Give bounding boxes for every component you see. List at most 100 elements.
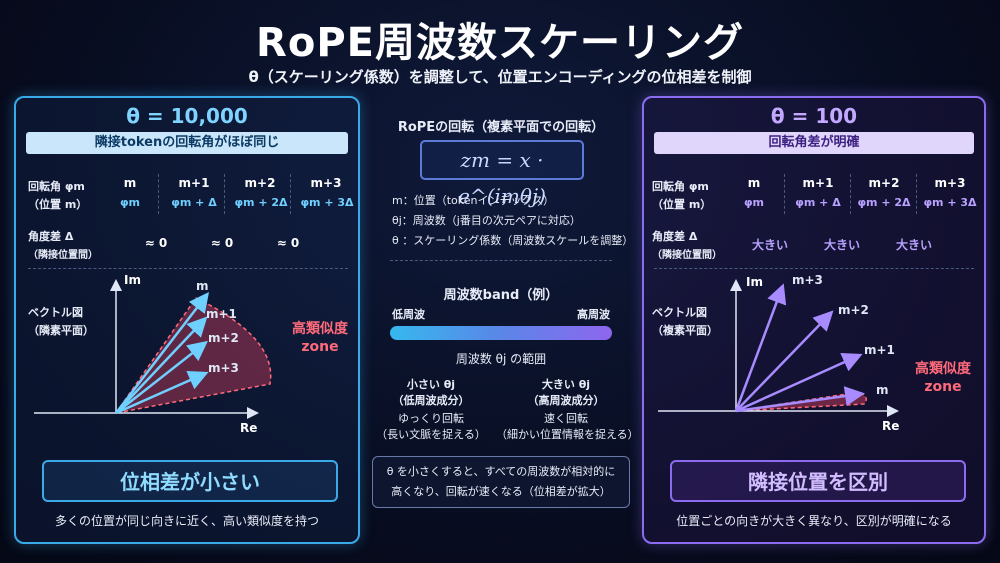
right-pos-label: （位置 m） (652, 198, 712, 211)
right-result-note: 位置ごとの向きが大きく異なり、区別が明確になる (676, 514, 952, 528)
def-theta-j: θj：周波数（j番目の次元ペアに対応） (392, 214, 581, 227)
left-diff-0: ≈ 0 (144, 236, 168, 250)
left-vec-label-m1: m+1 (206, 307, 237, 321)
left-phi-1: φm + Δ (171, 196, 217, 209)
freq-range-label: 周波数 θj の範囲 (455, 352, 547, 366)
left-vec-sub: （隣素平面） (28, 324, 94, 337)
left-pos-label: （位置 m） (28, 198, 88, 211)
right-col-m3: m+3 (934, 176, 966, 190)
large-theta-desc2: （細かい位置情報を捉える） (496, 428, 639, 441)
left-vector-m2 (115, 340, 208, 414)
right-diff-sub: （隣接位置間） (652, 250, 722, 261)
left-panel: θ = 10,000 隣接tokenの回転角がほぼ同じ 回転角 φm （位置 m… (14, 96, 360, 544)
right-im-label: Im (746, 275, 763, 289)
frequency-band-bar (390, 326, 612, 340)
right-diff-0: 大きい (751, 238, 788, 252)
right-col-m: m (747, 176, 761, 190)
page-subtitle: θ（スケーリング係数）を調整して、位置エンコーディングの位相差を制御 (248, 68, 752, 86)
left-diff-2: ≈ 0 (276, 236, 300, 250)
right-vector-m1 (735, 353, 863, 413)
left-zone-line2: zone (301, 339, 339, 355)
large-theta-title: 大きい θj (541, 378, 591, 391)
low-freq-label: 低周波 (392, 308, 425, 321)
left-panel-banner: 隣接tokenの回転角がほぼ同じ (26, 132, 348, 154)
small-theta-sub: （低周波成分） (392, 394, 470, 407)
left-zone-label: 高類似度 zone (280, 320, 360, 356)
right-vec-label-m: m (876, 383, 889, 397)
right-diff-1: 大きい (823, 238, 860, 252)
left-col-m1: m+1 (178, 176, 210, 190)
right-angle-label: 回転角 φm (652, 180, 709, 193)
right-vector-m3 (734, 283, 787, 412)
left-diff-sub: （隣接位置間） (28, 250, 98, 261)
large-theta-sub: （高周波成分） (527, 394, 605, 407)
right-phi-1: φm + Δ (795, 196, 841, 209)
left-vec-label-m: m (196, 279, 209, 293)
left-zone-line1: 高類似度 (292, 321, 348, 337)
left-angle-label: 回転角 φm (28, 180, 85, 193)
right-divider (654, 268, 974, 269)
right-panel: θ = 100 回転角差が明確 回転角 φm （位置 m） m m+1 m+2 … (642, 96, 986, 544)
small-theta-title: 小さい θj (406, 378, 456, 391)
left-vec-label-m2: m+2 (208, 331, 239, 345)
right-vector-m2 (735, 310, 834, 412)
theta-note-line2: 高くなり、回転が速くなる（位相差が拡大） (391, 485, 611, 498)
left-vector-m (115, 292, 210, 414)
left-vector-diagram: Im Re m m+1 m+2 m+3 (34, 273, 272, 435)
rope-formula: zm = x · e^(imθj) (420, 140, 584, 208)
right-zone-label: 高類似度 zone (902, 360, 984, 396)
middle-column: RoPEの回転（複素平面での回転） zm = x · e^(imθj) m：位置… (372, 96, 639, 544)
theta-note-box: θ を小さくすると、すべての周波数が相対的に 高くなり、回転が速くなる（位相差が… (372, 456, 630, 508)
left-panel-title: θ = 10,000 (126, 104, 248, 128)
left-im-label: Im (124, 273, 141, 287)
page-title: RoPE周波数スケーリング (256, 20, 744, 66)
right-vec-label: ベクトル図 (652, 306, 707, 319)
right-re-label: Re (882, 419, 899, 433)
right-vec-sub: （複素平面） (652, 324, 718, 337)
left-phi-0: φm (119, 196, 141, 209)
left-vec-label-m3: m+3 (208, 361, 239, 375)
left-col-divider (158, 174, 159, 214)
right-panel-banner: 回転角差が明確 (654, 132, 974, 154)
right-zone-line2: zone (924, 379, 962, 395)
high-freq-label: 高周波 (577, 308, 610, 321)
left-col-divider (224, 174, 225, 214)
rotation-title: RoPEの回転（複素平面での回転） (397, 120, 605, 135)
left-col-divider (290, 174, 291, 214)
right-panel-title: θ = 100 (770, 104, 858, 128)
right-phi-3: φm + 3Δ (923, 196, 977, 209)
large-theta-desc1: 速く回転 (544, 412, 588, 425)
left-col-m: m (123, 176, 137, 190)
left-vector-m1 (115, 316, 208, 414)
middle-divider (390, 260, 612, 261)
right-col-m2: m+2 (868, 176, 900, 190)
right-vec-label-m1: m+1 (864, 343, 895, 357)
left-diff-label: 角度差 Δ (28, 230, 74, 243)
left-phi-2: φm + 2Δ (234, 196, 288, 209)
left-col-m2: m+2 (244, 176, 276, 190)
left-phi-3: φm + 3Δ (300, 196, 354, 209)
left-diff-1: ≈ 0 (210, 236, 234, 250)
def-theta: θ ：スケーリング係数（周波数スケールを調整） (392, 234, 634, 247)
right-vec-label-m3: m+3 (792, 273, 823, 287)
left-re-label: Re (240, 421, 257, 435)
right-col-m1: m+1 (802, 176, 834, 190)
left-result-box: 位相差が小さい (42, 460, 338, 502)
small-theta-desc2: （長い文脈を捉える） (376, 428, 486, 441)
right-col-divider (850, 174, 851, 214)
right-phi-0: φm (743, 196, 765, 209)
def-m: m：位置（tokenインデックス） (392, 194, 555, 207)
theta-note-line1: θ を小さくすると、すべての周波数が相対的に (386, 465, 616, 478)
right-phi-2: φm + 2Δ (857, 196, 911, 209)
small-theta-desc1: ゆっくり回転 (398, 412, 464, 425)
right-diff-label: 角度差 Δ (652, 230, 698, 243)
left-vector-m3 (115, 370, 209, 415)
right-col-divider (916, 174, 917, 214)
left-result-note: 多くの位置が同じ向きに近く、高い類似度を持つ (54, 514, 319, 528)
right-vec-label-m2: m+2 (838, 303, 869, 317)
right-vector-m (735, 386, 865, 413)
left-vec-label: ベクトル図 (28, 306, 83, 319)
right-diff-2: 大きい (895, 238, 932, 252)
left-divider (28, 268, 348, 269)
right-zone-line1: 高類似度 (915, 361, 971, 377)
